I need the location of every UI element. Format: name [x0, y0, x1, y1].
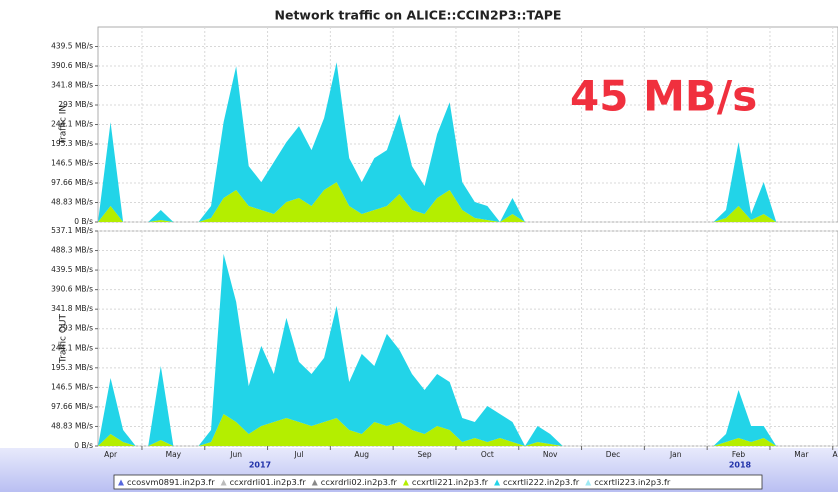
y-tick-label: 439.5 MB/s	[51, 41, 93, 50]
plot-area	[97, 230, 838, 447]
y-tick-label: 390.6 MB/s	[51, 285, 93, 294]
legend-marker	[311, 479, 318, 486]
x-tick-label: Mar	[794, 450, 809, 459]
area	[98, 413, 838, 446]
x-tick-label: Jan	[669, 450, 682, 459]
legend-label: ccxrdrli02.in2p3.fr	[321, 477, 398, 487]
chart-title: Network traffic on ALICE::CCIN2P3::TAPE	[275, 8, 562, 23]
legend-box	[113, 474, 763, 490]
x-tick-label: Apr	[104, 450, 118, 459]
y-tick-label: 195.3 MB/s	[51, 139, 93, 148]
y-tick-label: 244.1 MB/s	[51, 120, 93, 129]
annotation: 45 MB/s	[570, 72, 757, 121]
legend-marker	[118, 479, 124, 486]
year-label: 2018	[729, 461, 752, 470]
y-axis-title: Traffic IN	[59, 105, 69, 145]
legend-marker	[220, 479, 227, 486]
y-tick-label: 48.83 MB/s	[51, 198, 93, 207]
legend-label: ccxrdrli01.in2p3.fr	[230, 477, 307, 487]
area	[98, 182, 838, 222]
y-tick-label: 0 B/s	[74, 441, 93, 450]
x-tick-label: Feb	[732, 450, 746, 459]
y-axis-title: Traffic OUT	[59, 313, 69, 364]
x-tick-label: Jul	[293, 450, 303, 459]
legend-label: ccosvm0891.in2p3.fr	[127, 477, 215, 487]
x-tick-label: Dec	[606, 450, 621, 459]
x-tick-label: Oct	[481, 450, 494, 459]
y-tick-label: 244.1 MB/s	[51, 343, 93, 352]
x-tick-label: Sep	[417, 450, 431, 459]
y-tick-label: 293 MB/s	[58, 100, 93, 109]
y-tick-label: 195.3 MB/s	[51, 363, 93, 372]
y-tick-label: 439.5 MB/s	[51, 265, 93, 274]
y-tick-label: 488.3 MB/s	[51, 246, 93, 255]
y-tick-label: 537.1 MB/s	[51, 226, 93, 235]
area	[98, 253, 838, 446]
legend-marker	[402, 479, 409, 486]
legend-label: ccxrtli223.in2p3.fr	[594, 477, 671, 487]
y-tick-label: 48.83 MB/s	[51, 421, 93, 430]
y-tick-label: 341.8 MB/s	[51, 304, 93, 313]
x-tick-label: Aug	[354, 450, 369, 459]
legend-marker	[494, 479, 501, 486]
y-tick-label: 97.66 MB/s	[51, 402, 93, 411]
legend-label: ccxrtli222.in2p3.fr	[503, 477, 580, 487]
legend-marker	[585, 479, 592, 486]
y-tick-label: 390.6 MB/s	[51, 61, 93, 70]
y-tick-label: 146.5 MB/s	[51, 158, 93, 167]
area	[98, 62, 838, 222]
x-tick-label: May	[166, 450, 182, 459]
y-tick-label: 0 B/s	[74, 217, 93, 226]
x-tick-label: Jun	[229, 450, 242, 459]
y-tick-label: 341.8 MB/s	[51, 81, 93, 90]
y-tick-label: 97.66 MB/s	[51, 178, 93, 187]
year-label: 2017	[249, 461, 271, 470]
y-tick-label: 293 MB/s	[58, 324, 93, 333]
x-tick-label: Apr	[833, 450, 838, 459]
legend-label: ccxrtli221.in2p3.fr	[412, 477, 489, 487]
y-tick-label: 146.5 MB/s	[51, 382, 93, 391]
x-tick-label: Nov	[543, 450, 558, 459]
